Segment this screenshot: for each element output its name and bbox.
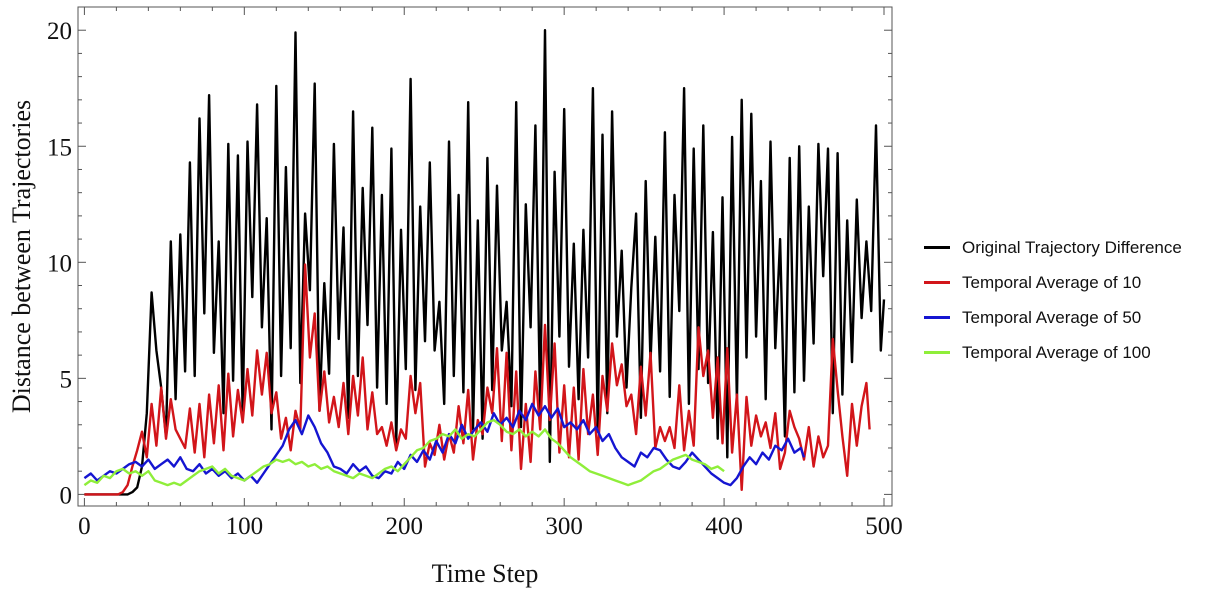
plot-frame — [77, 6, 893, 507]
series-line-original-trajectory-difference — [84, 29, 886, 496]
y-tick-label: 0 — [60, 482, 73, 509]
y-tick-label: 5 — [60, 366, 73, 393]
legend-swatch-original — [924, 246, 950, 249]
x-tick-label: 500 — [865, 513, 903, 540]
series-line-temporal-average-10 — [84, 263, 871, 496]
x-tick-label: 400 — [705, 513, 743, 540]
legend-label-avg100: Temporal Average of 100 — [962, 342, 1151, 362]
y-tick-label: 10 — [47, 250, 72, 277]
legend-item-avg50: Temporal Average of 50 — [924, 300, 1182, 335]
x-tick-label: 200 — [385, 513, 423, 540]
x-axis-title: Time Step — [432, 559, 539, 588]
legend-swatch-avg10 — [924, 281, 950, 284]
x-tick-label: 300 — [545, 513, 583, 540]
legend-label-original: Original Trajectory Difference — [962, 237, 1182, 257]
legend-item-original: Original Trajectory Difference — [924, 230, 1182, 265]
series-line-temporal-average-50 — [83, 402, 806, 487]
x-tick-label: 0 — [78, 513, 91, 540]
y-tick-label: 20 — [47, 18, 72, 45]
series-line-temporal-average-100 — [83, 418, 725, 487]
legend-swatch-avg100 — [924, 351, 950, 354]
legend-item-avg100: Temporal Average of 100 — [924, 335, 1182, 370]
legend: Original Trajectory Difference Temporal … — [924, 230, 1182, 370]
y-tick-label: 15 — [47, 134, 72, 161]
legend-label-avg10: Temporal Average of 10 — [962, 272, 1142, 292]
plot-marks: 0 100 200 300 400 500 0 5 10 15 20 Time Step Distanc… — [7, 6, 903, 588]
y-axis-title: Distance between Trajectories — [7, 100, 36, 413]
legend-swatch-avg50 — [924, 316, 950, 319]
x-tick-label: 100 — [226, 513, 264, 540]
legend-item-avg10: Temporal Average of 10 — [924, 265, 1182, 300]
legend-label-avg50: Temporal Average of 50 — [962, 307, 1142, 327]
